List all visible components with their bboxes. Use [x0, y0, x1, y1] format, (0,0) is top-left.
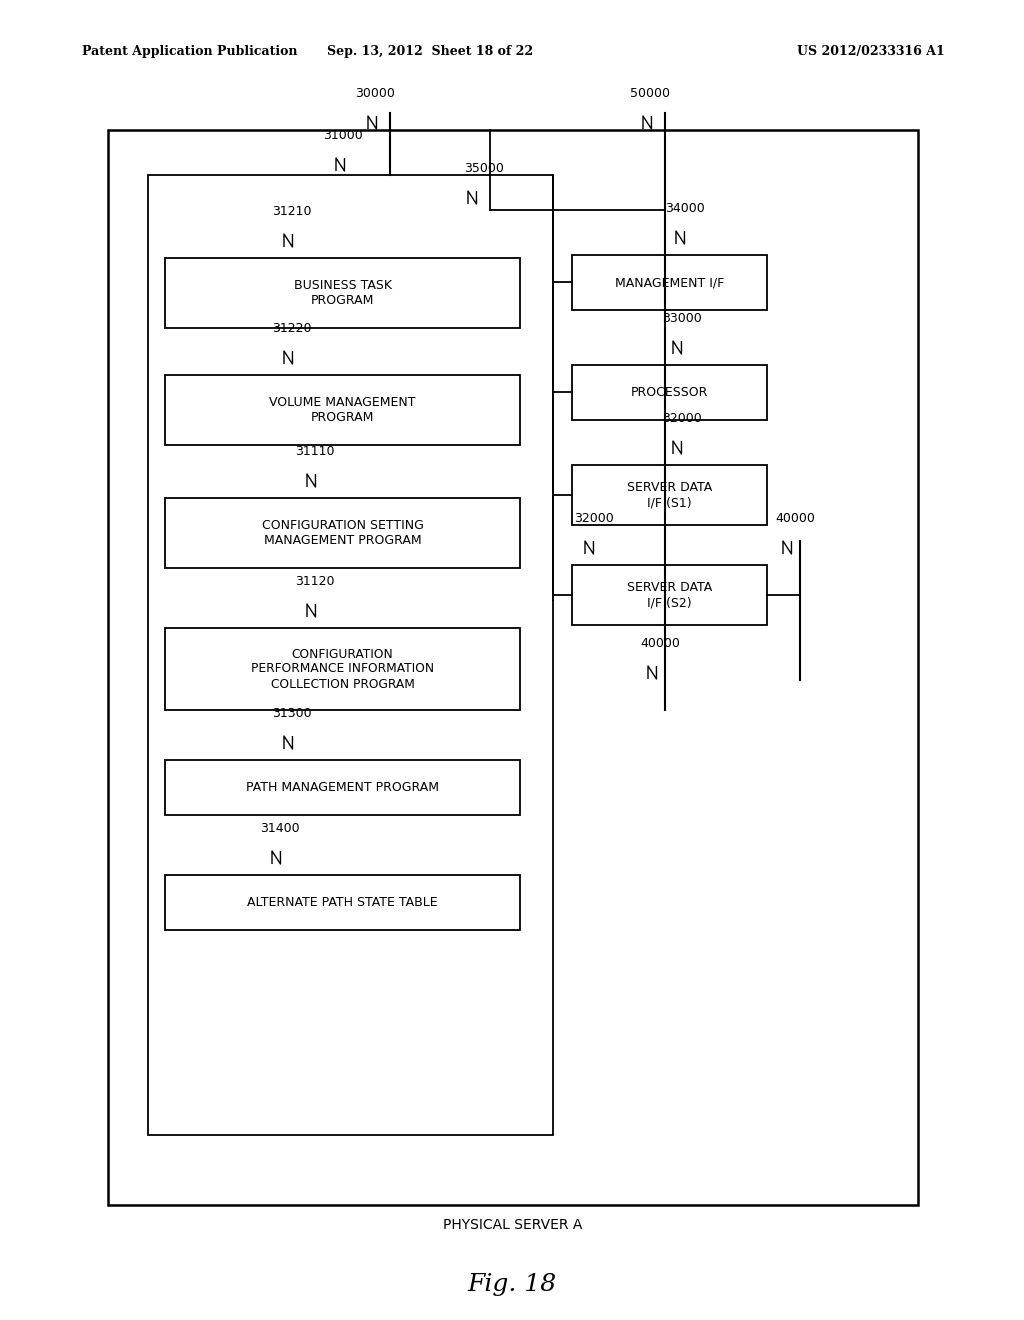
Bar: [165, 628, 520, 710]
Bar: [572, 366, 767, 420]
Text: CONFIGURATION
PERFORMANCE INFORMATION
COLLECTION PROGRAM: CONFIGURATION PERFORMANCE INFORMATION CO…: [251, 648, 434, 690]
Bar: [572, 565, 767, 624]
Text: PROCESSOR: PROCESSOR: [631, 385, 709, 399]
Text: 31220: 31220: [272, 322, 311, 335]
Text: SERVER DATA
I/F (S2): SERVER DATA I/F (S2): [627, 581, 712, 609]
Bar: [165, 498, 520, 568]
Bar: [165, 257, 520, 327]
Text: 32000: 32000: [662, 412, 701, 425]
Text: 31400: 31400: [260, 822, 300, 836]
Text: 35000: 35000: [464, 162, 504, 176]
Bar: [165, 875, 520, 931]
Text: 40000: 40000: [640, 638, 680, 649]
Text: 30000: 30000: [355, 87, 395, 100]
Bar: [108, 129, 918, 1205]
Text: Fig. 18: Fig. 18: [467, 1274, 557, 1296]
Text: 34000: 34000: [665, 202, 705, 215]
Bar: [572, 255, 767, 310]
Text: Patent Application Publication: Patent Application Publication: [82, 45, 298, 58]
Text: PATH MANAGEMENT PROGRAM: PATH MANAGEMENT PROGRAM: [246, 781, 439, 795]
Text: VOLUME MANAGEMENT
PROGRAM: VOLUME MANAGEMENT PROGRAM: [269, 396, 416, 424]
Text: US 2012/0233316 A1: US 2012/0233316 A1: [798, 45, 945, 58]
Bar: [148, 176, 553, 1135]
Bar: [572, 465, 767, 525]
Text: SERVER DATA
I/F (S1): SERVER DATA I/F (S1): [627, 480, 712, 510]
Bar: [165, 375, 520, 445]
Text: 31300: 31300: [272, 708, 311, 719]
Text: CONFIGURATION SETTING
MANAGEMENT PROGRAM: CONFIGURATION SETTING MANAGEMENT PROGRAM: [261, 519, 424, 546]
Text: 32000: 32000: [574, 512, 613, 525]
Text: MANAGEMENT I/F: MANAGEMENT I/F: [614, 276, 724, 289]
Text: 31000: 31000: [323, 129, 362, 143]
Text: 50000: 50000: [630, 87, 670, 100]
Text: Sep. 13, 2012  Sheet 18 of 22: Sep. 13, 2012 Sheet 18 of 22: [327, 45, 534, 58]
Text: ALTERNATE PATH STATE TABLE: ALTERNATE PATH STATE TABLE: [247, 896, 438, 909]
Text: PHYSICAL SERVER A: PHYSICAL SERVER A: [443, 1218, 583, 1232]
Text: BUSINESS TASK
PROGRAM: BUSINESS TASK PROGRAM: [294, 279, 391, 308]
Bar: [165, 760, 520, 814]
Text: 33000: 33000: [662, 312, 701, 325]
Text: 31210: 31210: [272, 205, 311, 218]
Text: 31110: 31110: [295, 445, 335, 458]
Text: 31120: 31120: [295, 576, 335, 587]
Text: 40000: 40000: [775, 512, 815, 525]
